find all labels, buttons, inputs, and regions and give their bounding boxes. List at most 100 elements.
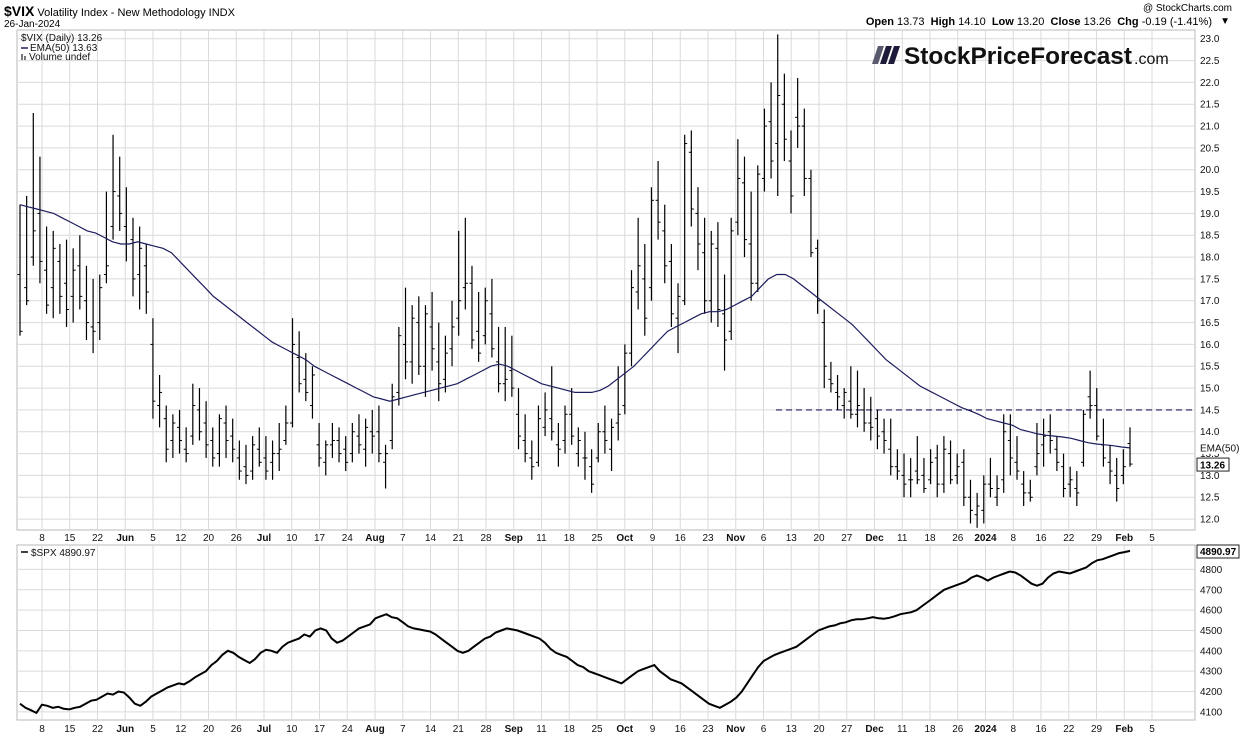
vix-x-tick: 17 xyxy=(314,533,326,544)
ohlc-bar xyxy=(456,230,462,336)
logo-brand: StockPriceForecast xyxy=(904,43,1132,70)
spx-x-tick: 16 xyxy=(1035,724,1047,735)
ohlc-bar xyxy=(356,414,362,454)
spx-x-tick: Jun xyxy=(116,724,134,735)
ohlc-bar xyxy=(642,243,648,336)
ohlc-bar xyxy=(582,431,588,480)
spx-y-tick: 4500 xyxy=(1200,626,1223,637)
spx-x-axis: 8 15 22 Jun 5 12 20 26 Jul 10 17 24 Aug 7 14 21 28 Sep 11 1… xyxy=(39,724,1155,735)
ohlc-bar xyxy=(1114,457,1120,502)
spx-badge-value: 4890.97 xyxy=(1200,547,1237,558)
ohlc-summary: Open 13.73 High 14.10 Low 13.20 Close 13… xyxy=(866,16,1212,28)
stockpriceforecast-logo: StockPriceForecast .com xyxy=(872,43,1169,70)
spx-x-tick: 8 xyxy=(39,724,45,735)
vix-x-tick: 11 xyxy=(897,533,908,544)
vix-x-tick: Jul xyxy=(257,533,272,544)
ohlc-bar xyxy=(416,296,422,375)
spx-last-badge: 4890.97 xyxy=(1196,544,1240,559)
ohlc-bar xyxy=(682,134,688,306)
spx-x-tick: 29 xyxy=(1091,724,1103,735)
ohlc-bar xyxy=(648,187,654,301)
spx-y-tick: 4100 xyxy=(1200,707,1223,718)
ohlc-bar xyxy=(888,418,894,476)
spx-y-tick: 4800 xyxy=(1200,565,1223,576)
logo-mark-stroke-3 xyxy=(888,46,900,64)
vix-y-tick: 20.0 xyxy=(1200,165,1220,176)
ohlc-bar xyxy=(403,287,409,380)
ohlc-bar xyxy=(30,112,36,266)
spx-line xyxy=(19,549,1131,715)
ohlc-bar xyxy=(602,405,608,454)
ohlc-bar xyxy=(343,436,349,472)
ohlc-bar xyxy=(775,34,781,196)
ohlc-bar xyxy=(1120,449,1126,485)
vix-x-tick: 9 xyxy=(650,533,656,544)
spx-x-tick: 5 xyxy=(1149,724,1155,735)
ohlc-bar xyxy=(549,366,555,441)
vix-y-tick: 14.5 xyxy=(1200,405,1220,416)
ohlc-bar xyxy=(795,78,801,148)
vix-x-tick: Aug xyxy=(365,533,384,544)
vix-ohlc-bars xyxy=(17,34,1133,528)
ohlc-bar xyxy=(967,479,973,524)
ohlc-bar xyxy=(243,444,249,485)
spx-x-tick: 14 xyxy=(425,724,437,735)
ohlc-bar xyxy=(522,414,528,463)
ohlc-bar xyxy=(914,436,920,485)
ohlc-bar xyxy=(1041,418,1047,467)
high-value: 14.10 xyxy=(958,16,986,28)
vix-x-tick: 11 xyxy=(536,533,547,544)
ohlc-bar xyxy=(748,191,754,301)
ohlc-bar xyxy=(17,204,23,336)
ohlc-bar xyxy=(948,440,954,485)
legend-volume-icon-bar xyxy=(24,56,26,60)
ema-value-badge: EMA(50) 13.63 xyxy=(1197,440,1240,454)
ohlc-bar xyxy=(170,414,176,458)
vix-last-badge: 13.26 xyxy=(1196,457,1230,472)
ohlc-bar xyxy=(835,374,841,410)
ohlc-bar xyxy=(1014,436,1020,480)
ohlc-bar xyxy=(529,440,535,480)
ohlc-bar xyxy=(535,405,541,467)
spx-x-tick: Feb xyxy=(1115,724,1133,735)
ohlc-bar xyxy=(954,453,960,485)
vix-x-tick: 16 xyxy=(675,533,687,544)
ohlc-bar xyxy=(203,401,209,458)
spx-x-tick: 9 xyxy=(650,724,656,735)
ohlc-bar xyxy=(44,226,50,314)
ohlc-bar xyxy=(868,396,874,441)
ohlc-bar xyxy=(728,217,734,341)
ohlc-bar xyxy=(57,243,63,314)
spx-x-tick: Oct xyxy=(616,724,633,735)
vix-x-tick: Oct xyxy=(616,533,633,544)
vix-x-tick: 15 xyxy=(64,533,76,544)
exchange: INDX xyxy=(208,7,235,19)
ohlc-bar xyxy=(735,139,741,236)
ohlc-bar xyxy=(1001,414,1007,493)
vix-x-tick: 20 xyxy=(813,533,825,544)
spx-x-tick: 21 xyxy=(453,724,465,735)
ohlc-bar xyxy=(236,440,242,480)
spx-x-tick: 27 xyxy=(841,724,853,735)
spx-x-tick: Dec xyxy=(865,724,884,735)
ohlc-bar xyxy=(741,156,747,258)
ohlc-bar xyxy=(336,427,342,463)
vix-y-tick: 17.5 xyxy=(1200,274,1220,285)
header-symbol-line: $VIX Volatility Index - New Methodology … xyxy=(4,3,235,19)
ohlc-bar xyxy=(609,418,615,472)
spx-x-tick: 25 xyxy=(591,724,603,735)
vix-x-tick: 10 xyxy=(286,533,298,544)
ohlc-bar xyxy=(894,449,900,480)
ohlc-bar xyxy=(1127,427,1133,467)
ohlc-bar xyxy=(143,243,149,314)
ohlc-bar xyxy=(250,436,256,480)
ohlc-bar xyxy=(316,423,322,467)
vix-y-tick: 16.0 xyxy=(1200,340,1220,351)
ohlc-bar xyxy=(808,169,814,258)
spx-x-tick: 13 xyxy=(786,724,798,735)
spx-grid xyxy=(18,545,1194,720)
ohlc-bar xyxy=(363,418,369,467)
ohlc-bar xyxy=(542,392,548,437)
ohlc-bar xyxy=(994,475,1000,506)
logo-suffix: .com xyxy=(1134,51,1169,68)
